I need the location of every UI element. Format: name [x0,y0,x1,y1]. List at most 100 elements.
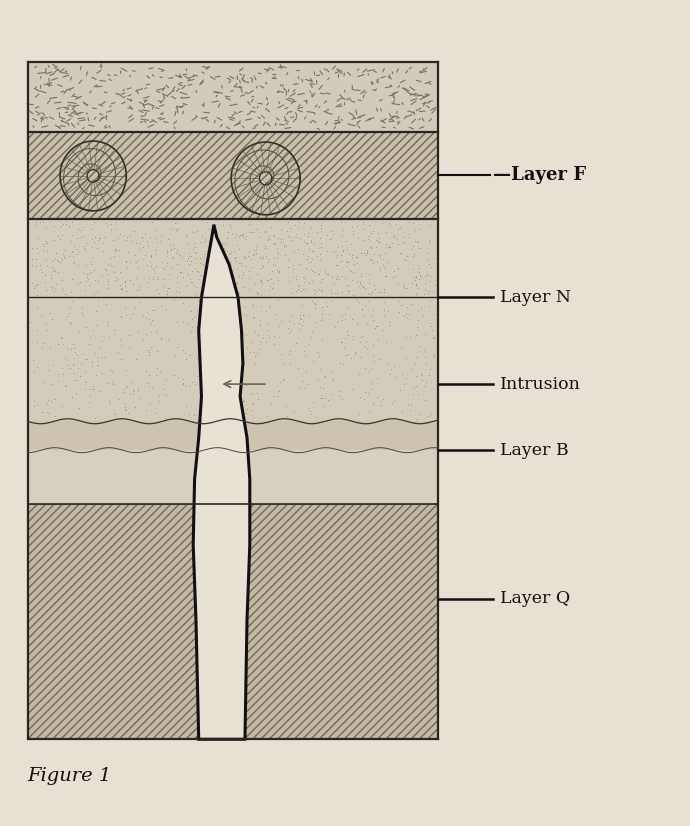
Point [188,311,199,324]
Point [375,353,386,366]
Point [49,410,60,423]
Point [197,310,208,323]
Point [404,330,415,344]
Point [310,285,322,298]
Point [217,239,228,252]
Point [380,246,391,259]
Point [324,307,335,320]
Point [295,231,306,244]
Point [72,259,83,272]
Point [159,263,170,276]
Point [397,235,408,249]
Point [283,215,294,228]
Point [187,312,198,325]
Point [55,252,66,265]
Point [246,335,257,349]
Point [429,278,440,292]
Point [106,365,117,378]
Point [347,227,358,240]
Point [200,231,211,244]
Point [49,252,60,265]
Point [361,316,372,330]
Point [97,269,108,282]
Point [395,246,406,259]
Point [155,228,166,241]
Point [205,287,216,301]
Point [234,242,245,255]
Point [241,230,252,243]
Point [343,301,354,314]
Point [332,287,343,300]
Point [195,301,206,315]
Point [77,347,88,360]
Point [83,266,95,279]
Point [415,241,426,254]
Point [246,398,257,411]
Point [184,408,195,421]
Point [88,380,99,393]
Text: Intrusion: Intrusion [500,376,581,392]
Point [258,252,269,265]
Point [266,221,277,234]
Point [194,368,205,381]
Point [41,237,52,250]
Point [249,357,260,370]
Point [31,361,42,374]
Point [356,302,367,316]
Point [103,278,114,291]
Point [97,366,108,379]
Point [357,329,368,342]
Point [57,399,68,412]
Text: —Layer F: —Layer F [493,166,586,184]
Point [206,368,217,382]
Point [299,348,310,361]
Point [73,222,84,235]
Point [388,264,399,278]
Point [249,325,260,338]
Point [208,259,219,272]
Point [31,241,42,254]
Point [275,235,286,249]
Point [77,309,88,322]
Point [306,262,317,275]
Point [68,341,79,354]
Point [222,265,233,278]
Point [52,254,63,268]
Point [121,380,132,393]
Point [366,285,377,298]
Point [337,244,348,258]
Point [202,272,213,285]
Point [208,325,219,339]
Point [234,228,245,241]
Point [57,273,68,287]
Point [31,216,42,229]
Point [115,332,126,345]
Point [42,406,53,420]
Point [364,287,375,301]
Point [286,324,297,337]
Point [168,251,179,264]
Point [396,405,407,418]
Point [271,251,282,264]
Point [198,383,209,396]
Point [354,296,365,309]
Point [81,353,92,366]
Point [101,267,112,280]
Point [221,270,232,283]
Point [131,283,142,297]
Point [282,253,293,266]
Point [228,244,239,257]
Point [282,409,293,422]
Point [252,346,263,359]
Point [141,275,152,288]
Point [365,375,376,388]
Point [244,271,255,284]
Point [368,396,379,410]
Point [130,236,141,249]
Point [336,308,347,321]
Point [80,259,91,272]
Point [371,234,382,247]
Point [244,245,255,259]
Point [284,315,295,328]
Point [141,327,152,340]
